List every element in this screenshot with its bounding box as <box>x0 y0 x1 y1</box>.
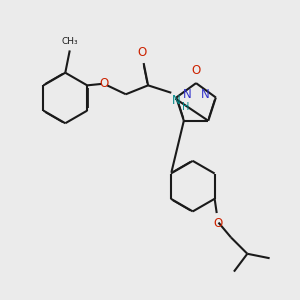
Text: H: H <box>182 102 189 112</box>
Text: N: N <box>201 88 209 101</box>
Text: O: O <box>99 77 108 90</box>
Text: O: O <box>191 64 201 77</box>
Text: N: N <box>172 94 181 107</box>
Text: N: N <box>183 88 192 101</box>
Text: CH₃: CH₃ <box>61 37 78 46</box>
Text: O: O <box>137 46 147 59</box>
Text: O: O <box>213 217 222 230</box>
